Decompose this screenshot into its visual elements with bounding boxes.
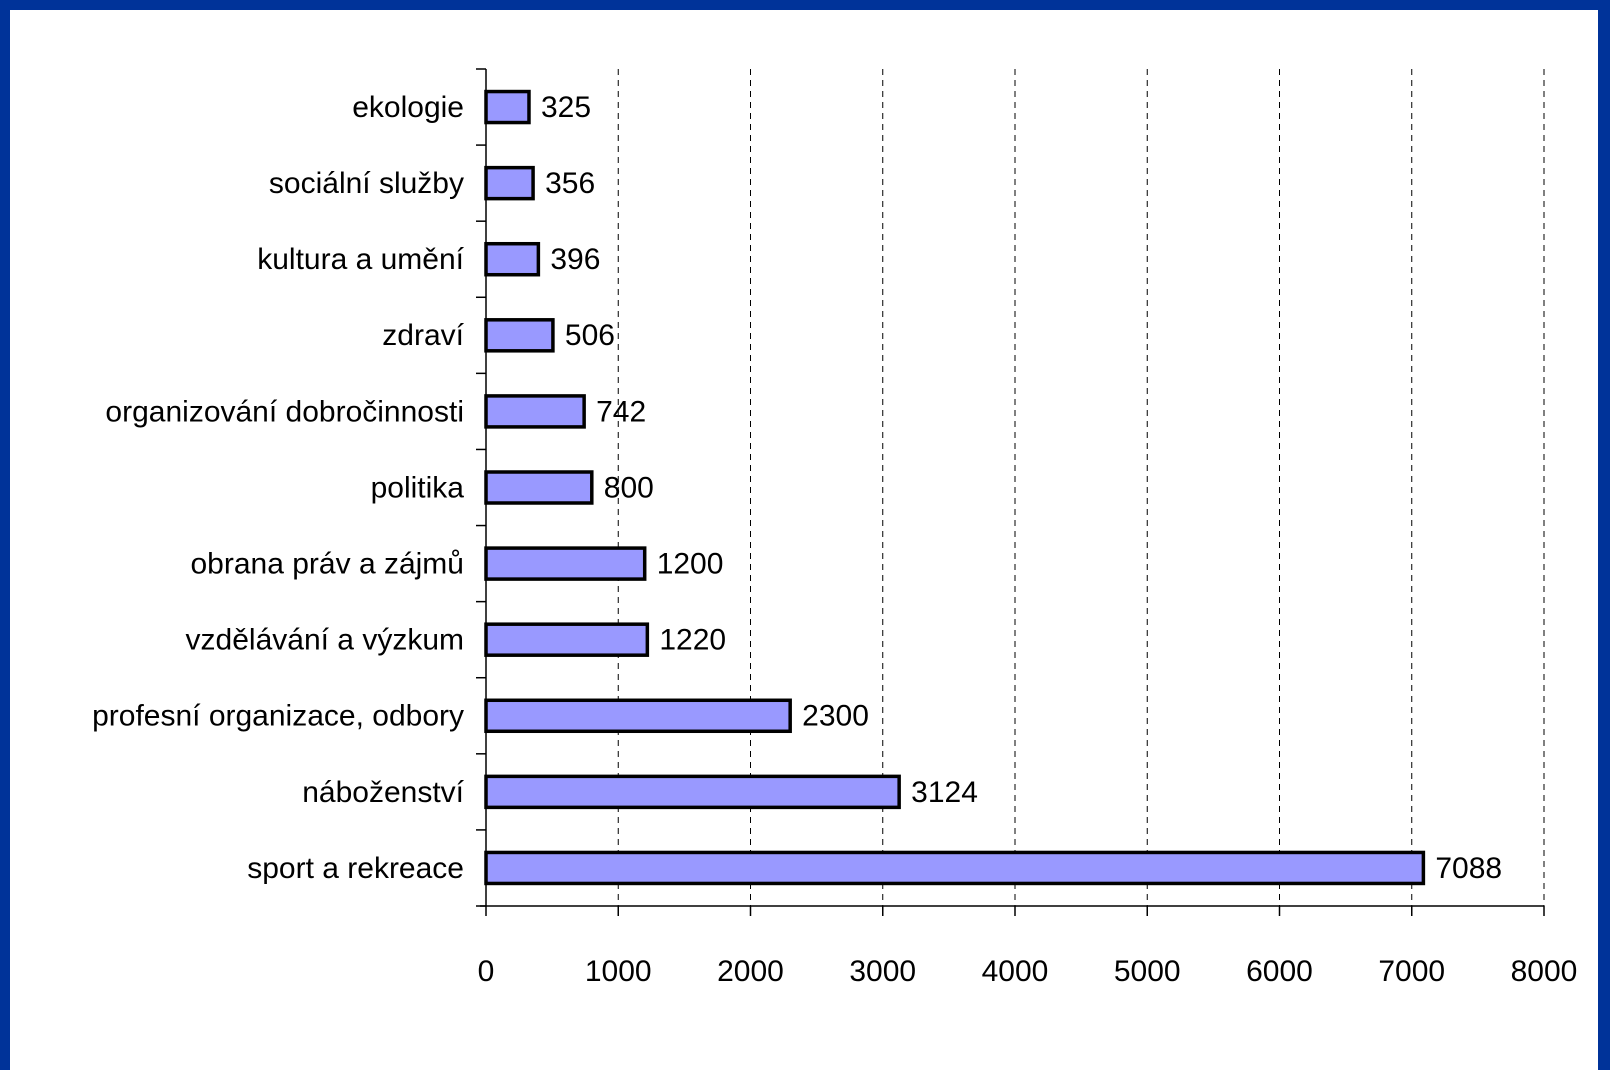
data-label: 1220 xyxy=(659,624,726,657)
x-tick-label: 1000 xyxy=(585,955,652,988)
y-tick-label: náboženství xyxy=(302,776,464,809)
y-tick-label: zdraví xyxy=(382,319,464,352)
bar xyxy=(484,850,1426,886)
data-label: 325 xyxy=(541,91,591,124)
y-tick-label: vzdělávání a výzkum xyxy=(186,624,464,657)
data-label: 356 xyxy=(545,167,595,200)
frame-right xyxy=(1598,0,1610,1070)
bar xyxy=(484,241,541,277)
x-tick-label: 6000 xyxy=(1246,955,1313,988)
x-tick-label: 5000 xyxy=(1114,955,1181,988)
bar xyxy=(484,394,586,429)
y-tick-label: ekologie xyxy=(352,91,464,124)
data-label: 742 xyxy=(596,395,646,428)
data-label: 2300 xyxy=(802,700,869,733)
data-label: 800 xyxy=(604,471,654,504)
x-tick-label: 8000 xyxy=(1511,955,1578,988)
y-tick-label: organizování dobročinnosti xyxy=(105,395,464,428)
frame-top xyxy=(0,0,1610,10)
x-tick-label: 7000 xyxy=(1378,955,1445,988)
data-label: 396 xyxy=(550,243,600,276)
bar xyxy=(484,89,531,125)
x-tick-label: 2000 xyxy=(717,955,784,988)
data-label: 3124 xyxy=(911,776,978,809)
bar xyxy=(484,318,555,353)
frame-left xyxy=(0,0,10,1070)
x-tick-label: 4000 xyxy=(982,955,1049,988)
bar xyxy=(484,698,792,734)
y-tick-label: sport a rekreace xyxy=(247,852,464,885)
data-label: 7088 xyxy=(1435,852,1502,885)
bar xyxy=(484,470,594,505)
x-tick-label: 0 xyxy=(478,955,495,988)
y-tick-label: sociální služby xyxy=(269,167,464,200)
data-label: 1200 xyxy=(657,548,724,581)
y-tick-label: obrana práv a zájmů xyxy=(191,548,465,581)
y-tick-label: kultura a umění xyxy=(257,243,464,276)
bar xyxy=(484,622,650,657)
y-tick-label: profesní organizace, odbory xyxy=(92,700,464,733)
y-tick-label: politika xyxy=(371,471,465,504)
bar xyxy=(484,165,535,201)
data-label: 506 xyxy=(565,319,615,352)
bar xyxy=(484,546,647,581)
bar xyxy=(484,774,901,810)
x-tick-label: 3000 xyxy=(849,955,916,988)
